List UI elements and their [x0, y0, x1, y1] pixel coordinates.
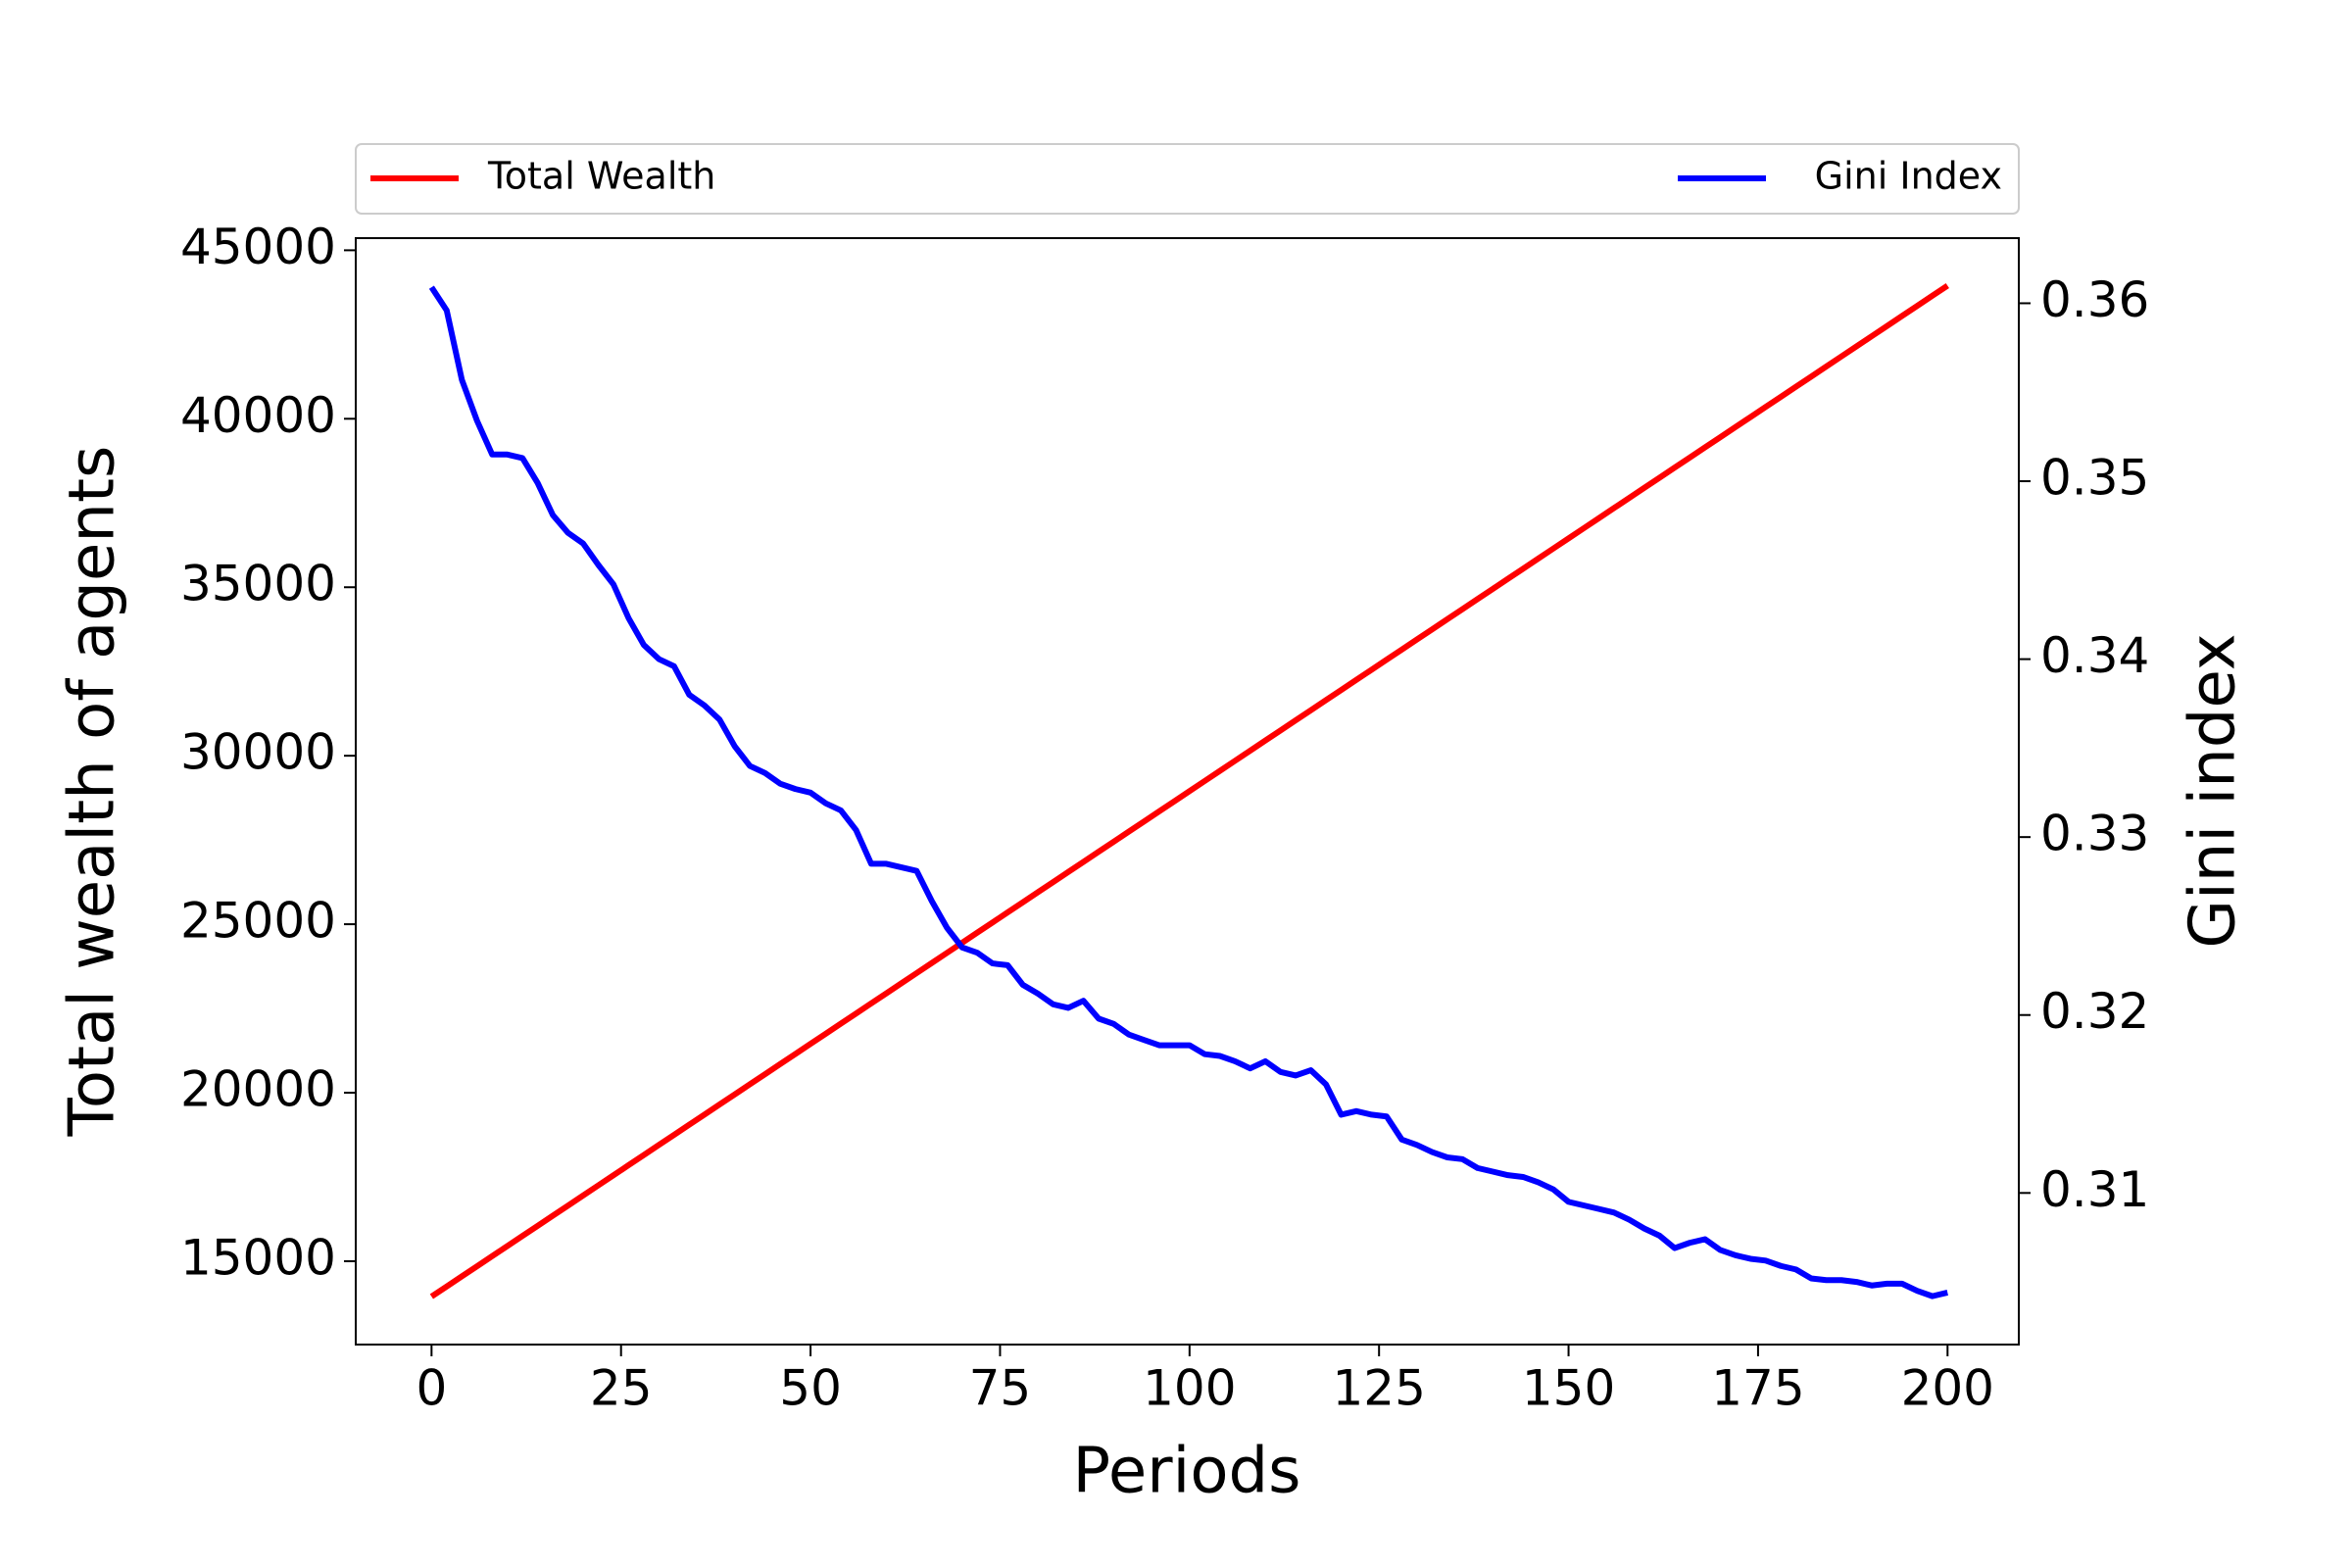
- y2-axis-label: Gini index: [2178, 633, 2250, 948]
- y-tick-label: 15000: [180, 1229, 336, 1286]
- y-tick-label: 30000: [180, 724, 336, 781]
- x-tick-label: 150: [1522, 1360, 1615, 1417]
- y2-tick-label: 0.36: [2040, 271, 2149, 328]
- y-tick-label: 20000: [180, 1061, 336, 1118]
- y-tick-label: 35000: [180, 556, 336, 612]
- x-tick-label: 100: [1143, 1360, 1236, 1417]
- line-series: [428, 285, 1948, 1299]
- x-axis-label: Periods: [1073, 1436, 1301, 1508]
- x-tick-label: 0: [416, 1360, 447, 1417]
- x-tick-label: 175: [1711, 1360, 1804, 1417]
- y-axis-label: Total wealth of agents: [57, 446, 129, 1138]
- x-tick-label: 50: [779, 1360, 842, 1417]
- y2-tick-label: 0.34: [2040, 627, 2149, 684]
- legend-label: Total Wealth: [487, 155, 715, 198]
- y-tick-label: 25000: [180, 893, 336, 950]
- x-tick-label: 75: [969, 1360, 1032, 1417]
- line-series: [429, 282, 1949, 1299]
- legend-box: [355, 143, 2020, 215]
- x-tick-label: 200: [1901, 1360, 1994, 1417]
- legend-label: Gini Index: [1815, 155, 2002, 198]
- y-tick-label: 45000: [180, 219, 336, 275]
- y2-tick-label: 0.33: [2040, 806, 2149, 862]
- y2-tick-label: 0.35: [2040, 450, 2149, 507]
- y-tick-label: 40000: [180, 387, 336, 444]
- y2-tick-label: 0.31: [2040, 1161, 2149, 1218]
- x-tick-label: 125: [1332, 1360, 1425, 1417]
- plot-frame: [355, 237, 2020, 1346]
- x-tick-label: 25: [590, 1360, 653, 1417]
- y2-tick-label: 0.32: [2040, 983, 2149, 1040]
